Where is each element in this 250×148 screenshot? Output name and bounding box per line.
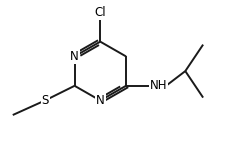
Text: S: S [42, 94, 49, 107]
Text: N: N [70, 50, 79, 63]
Text: NH: NH [150, 79, 167, 92]
Text: Cl: Cl [94, 6, 106, 19]
Text: N: N [96, 94, 105, 107]
